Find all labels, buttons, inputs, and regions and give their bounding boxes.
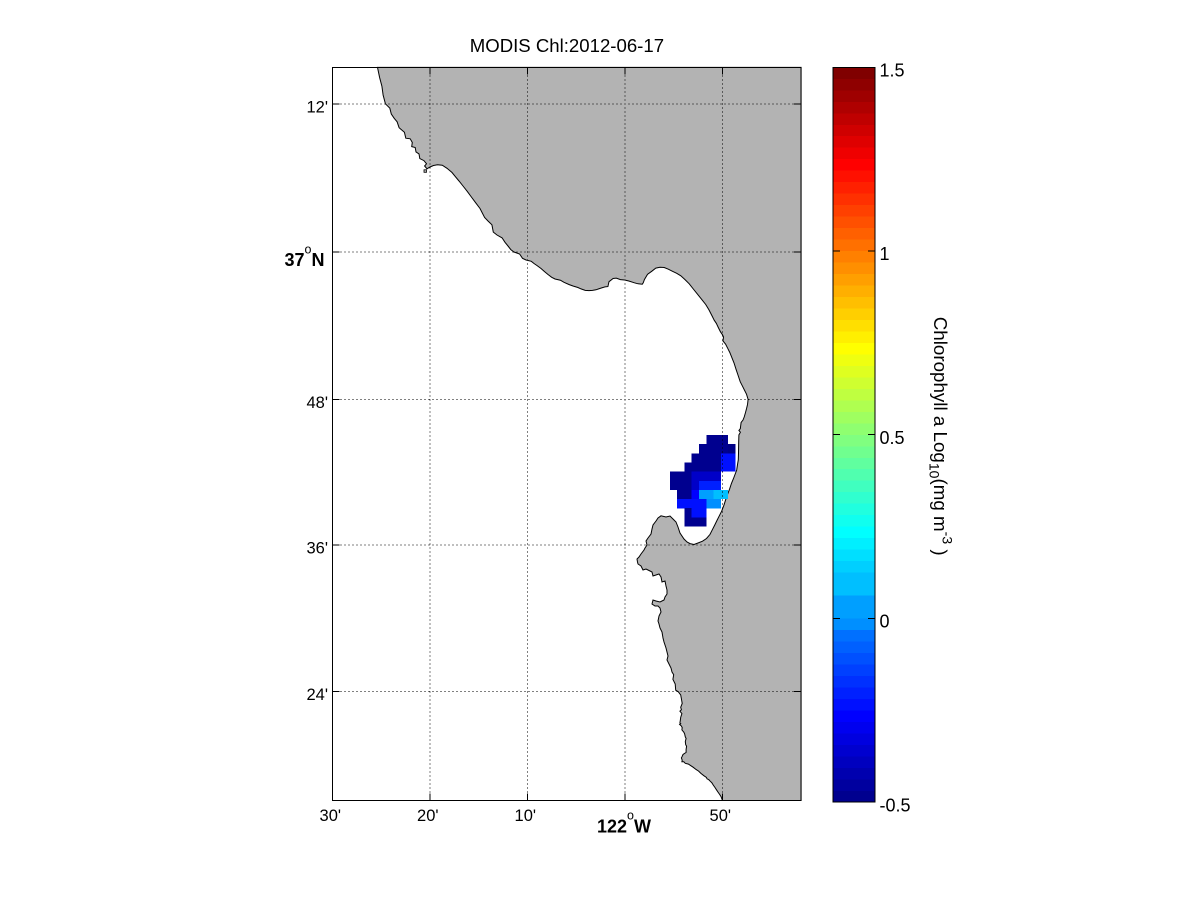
svg-text:-0.5: -0.5	[880, 795, 911, 815]
svg-text:10': 10'	[515, 807, 537, 825]
svg-text:20': 20'	[417, 807, 439, 825]
svg-text:24': 24'	[306, 686, 328, 704]
svg-text:30': 30'	[320, 807, 342, 825]
svg-text:0: 0	[880, 612, 890, 632]
svg-text:0.5: 0.5	[880, 428, 905, 448]
svg-text:MODIS Chl:2012-06-17: MODIS Chl:2012-06-17	[470, 35, 664, 56]
svg-text:1: 1	[880, 244, 890, 264]
svg-text:Chlorophyll a Log10(mg m-3 ): Chlorophyll a Log10(mg m-3 )	[927, 317, 956, 556]
svg-text:1.5: 1.5	[880, 60, 905, 80]
svg-text:50': 50'	[710, 807, 732, 825]
svg-text:12': 12'	[306, 99, 328, 117]
svg-text:36': 36'	[306, 540, 328, 558]
svg-text:48': 48'	[306, 394, 328, 412]
